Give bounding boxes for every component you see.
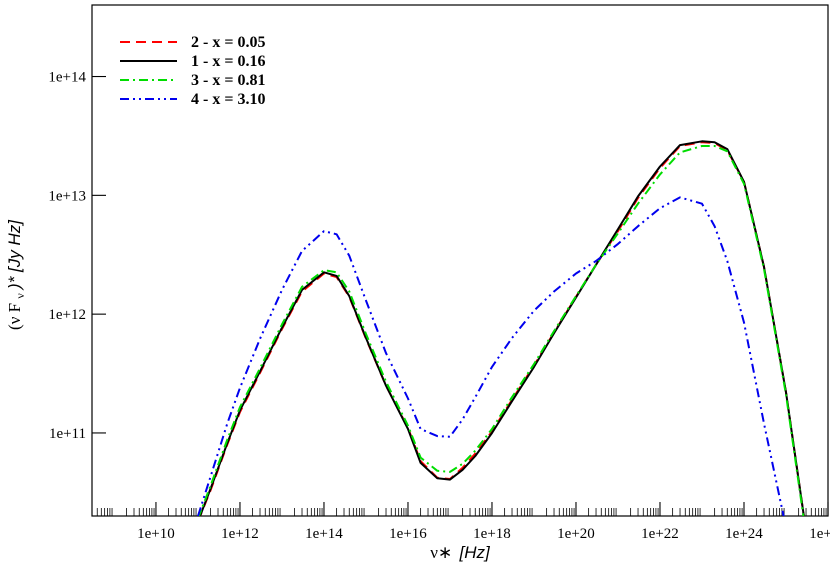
- x-tick-label: 1e+20: [557, 526, 595, 542]
- plot-frame: [91, 4, 829, 517]
- x-tick-label: 1e+24: [725, 526, 763, 542]
- x-tick-label: 1e+10: [137, 526, 175, 542]
- y-tick-label: 1e+14: [48, 70, 86, 86]
- legend: 2 - x = 0.05 1 - x = 0.16 3 - x = 0.81 4 - …: [120, 34, 265, 108]
- y-tick-label: 1e+12: [48, 307, 86, 323]
- x-tick-label: 1e+18: [473, 526, 511, 542]
- x-axis-title-unit: [Hz]: [458, 543, 491, 562]
- series-line-2: [199, 140, 805, 516]
- major-ticks: [92, 75, 829, 516]
- series-line-4: [197, 196, 785, 516]
- series-line-3: [197, 145, 805, 516]
- y-tick-label: 1e+11: [49, 426, 86, 442]
- y-axis-title-main: (ν F: [5, 303, 24, 330]
- y-axis-title-rest: )* [Jy Hz]: [5, 219, 24, 291]
- legend-label-2: 1 - x = 0.16: [191, 53, 265, 70]
- x-tick-label: 1e+16: [389, 526, 427, 542]
- y-axis-title: (ν F ν )* [Jy Hz]: [5, 219, 28, 330]
- series-line-1: [199, 141, 805, 516]
- x-tick-label: 1e+12: [221, 526, 259, 542]
- x-tick-labels: 1e+10 1e+12 1e+14 1e+16 1e+18 1e+20 1e+22 1e+24…: [137, 526, 830, 542]
- legend-label-3: 3 - x = 0.81: [191, 72, 265, 89]
- x-minor-ticks: [91, 508, 827, 516]
- y-axis-title-sub: ν: [13, 293, 27, 299]
- y-tick-labels: 1e+11 1e+12 1e+13 1e+14: [48, 70, 86, 442]
- x-tick-label: 1e+26: [809, 526, 830, 542]
- x-tick-label: 1e+22: [641, 526, 679, 542]
- series-lines: [197, 140, 805, 516]
- legend-label-1: 2 - x = 0.05: [191, 34, 265, 51]
- legend-label-4: 4 - x = 3.10: [191, 91, 265, 108]
- x-axis-title-main: ν∗: [430, 543, 452, 562]
- x-tick-label: 1e+14: [305, 526, 343, 542]
- x-axis-title: ν∗ [Hz]: [430, 543, 491, 562]
- y-tick-label: 1e+13: [48, 188, 86, 204]
